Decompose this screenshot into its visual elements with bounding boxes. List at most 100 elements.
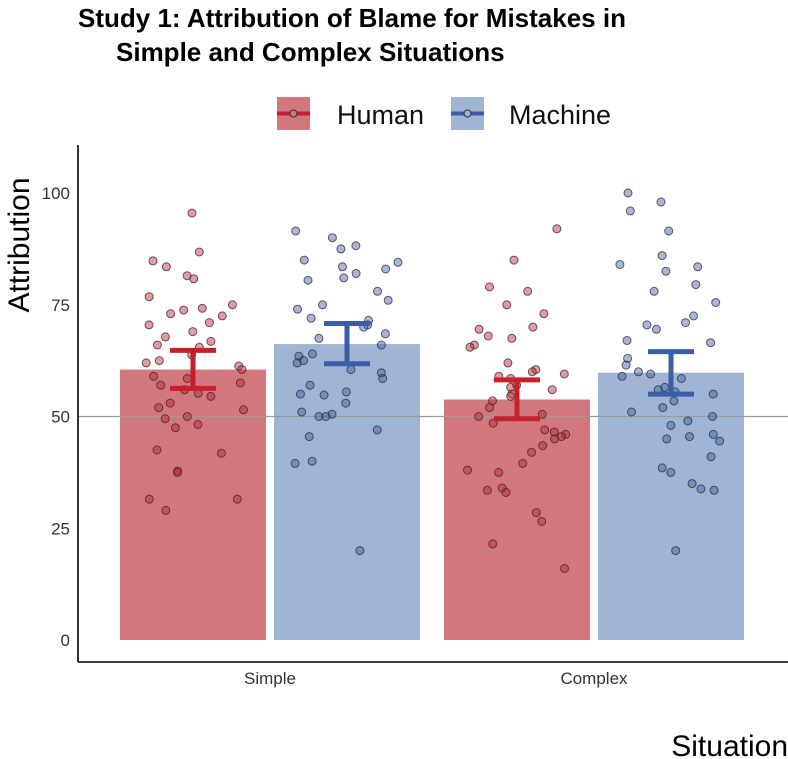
data-point-machine-complex [696,484,706,494]
data-point-machine-simple [327,233,337,243]
data-point-human-simple [232,494,242,504]
data-point-machine-complex [649,286,659,296]
data-point-machine-complex [625,206,635,216]
data-point-human-complex [469,340,479,350]
data-point-machine-simple [351,241,361,251]
data-point-human-simple [161,505,171,515]
data-point-human-complex [538,441,548,451]
data-point-machine-complex [657,463,667,473]
data-point-machine-simple [295,389,305,399]
data-point-human-complex [494,467,504,477]
data-point-machine-complex [617,371,627,381]
data-point-human-simple [144,494,154,504]
data-point-human-simple [193,420,203,429]
data-point-machine-complex [623,353,633,363]
data-point-machine-simple [351,269,361,278]
data-point-machine-complex [671,546,681,556]
legend-item-machine: Machine [451,97,611,130]
data-point-machine-complex [689,311,699,321]
data-point-machine-complex [708,412,717,421]
data-point-machine-simple [355,546,365,556]
y-tick-label: 25 [51,519,70,538]
data-point-machine-complex [669,396,679,406]
x-tick-label: Simple [244,669,296,688]
data-point-machine-simple [319,390,329,400]
data-point-machine-simple [304,432,314,442]
legend-label-human: Human [337,100,424,130]
data-point-machine-complex [658,403,668,413]
data-point-machine-simple [308,349,317,359]
data-point-human-complex [509,255,519,265]
data-point-machine-simple [306,313,316,323]
data-point-machine-simple [341,398,351,408]
data-point-human-complex [506,391,516,401]
y-tick-label: 100 [42,184,70,203]
data-point-machine-complex [685,432,694,442]
data-point-machine-simple [314,412,324,421]
data-point-human-simple [148,256,158,266]
data-point-human-complex [547,385,557,395]
data-point-machine-simple [321,412,331,421]
data-point-human-simple [152,340,162,350]
data-point-machine-simple [303,275,313,285]
data-point-human-complex [501,488,511,497]
data-point-human-simple [187,208,197,218]
data-point-machine-simple [381,264,391,274]
data-point-human-simple [170,423,180,433]
data-point-machine-complex [621,360,631,370]
data-point-machine-complex [708,429,718,439]
data-point-machine-simple [372,425,382,435]
legend-item-human: Human [277,97,424,130]
data-point-machine-complex [687,479,697,489]
data-point-human-complex [465,342,475,352]
data-point-machine-simple [314,333,324,343]
data-point-machine-complex [681,318,690,328]
data-point-human-complex [507,333,517,343]
data-point-human-simple [160,414,170,424]
data-point-human-complex [537,517,547,526]
data-point-human-complex [474,412,484,421]
data-point-machine-complex [656,197,666,207]
y-tick-label: 75 [51,296,70,315]
data-point-human-simple [149,371,159,381]
data-point-machine-complex [623,188,633,198]
data-point-human-simple [204,318,214,328]
data-point-human-simple [166,309,176,319]
data-point-human-simple [141,358,151,368]
data-point-machine-complex [711,298,721,307]
data-point-human-complex [559,369,569,379]
data-point-human-complex [527,447,537,457]
data-point-machine-simple [318,300,327,310]
data-point-machine-complex [715,436,725,446]
data-point-human-complex [550,434,559,444]
data-point-human-simple [144,320,154,330]
data-point-human-simple [172,467,182,477]
data-point-machine-complex [615,260,625,269]
data-point-human-complex [503,358,513,368]
data-point-human-simple [237,365,247,375]
data-point-human-complex [549,427,559,437]
legend-key-human-dot [289,109,298,118]
data-point-human-complex [531,508,541,518]
data-point-human-complex [488,539,498,549]
data-point-machine-complex [627,407,636,417]
data-point-human-complex [537,409,547,419]
data-point-human-simple [194,247,204,257]
data-point-machine-complex [709,485,719,495]
data-point-human-complex [552,224,562,234]
data-point-human-simple [152,445,162,455]
data-point-human-simple [160,332,170,342]
data-point-machine-simple [293,304,302,314]
data-point-human-simple [189,274,199,284]
data-point-human-simple [239,405,248,415]
data-point-machine-simple [299,255,309,265]
data-point-human-simple [227,300,237,310]
data-point-machine-complex [666,420,676,430]
data-point-machine-complex [706,452,716,462]
data-point-human-simple [216,448,226,458]
data-point-machine-simple [290,458,300,468]
data-point-human-complex [502,300,512,310]
x-tick-label: Complex [560,669,628,688]
data-point-human-complex [483,331,493,341]
data-point-human-simple [154,403,164,413]
